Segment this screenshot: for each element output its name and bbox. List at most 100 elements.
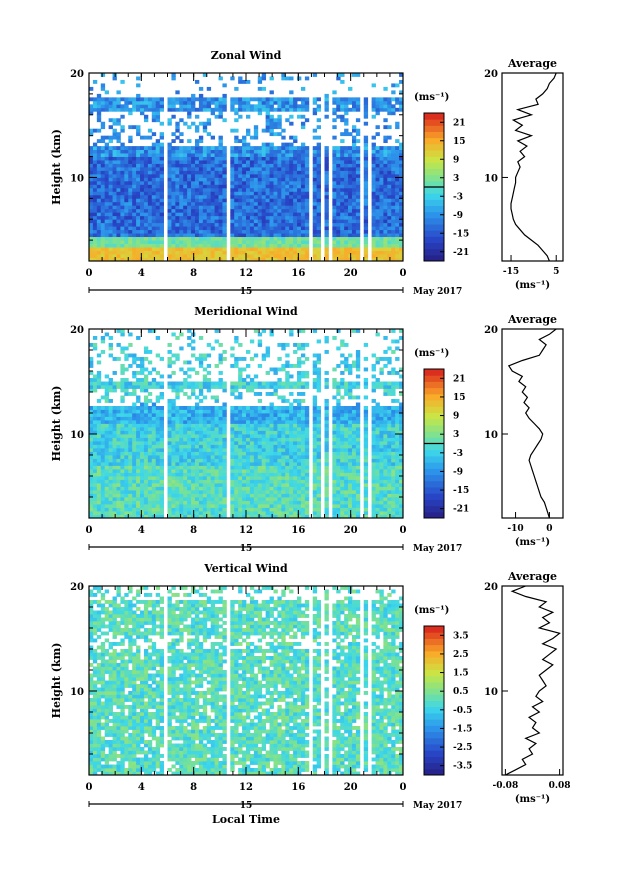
colorbar-segment <box>424 700 444 708</box>
y-tick-label: 20 <box>70 582 84 593</box>
y-axis-label: Height (km) <box>50 129 63 205</box>
profile-y-tick-label: 20 <box>484 325 498 336</box>
x-tick-label: 12 <box>239 525 253 536</box>
colorbar-segment <box>424 381 444 389</box>
heatmap-field <box>89 73 404 262</box>
colorbar-segment <box>424 505 444 513</box>
colorbar-segment <box>424 254 444 262</box>
colorbar-tick-label: 15 <box>453 393 466 403</box>
x-tick-label: 16 <box>291 268 305 279</box>
colorbar-segment <box>424 437 444 444</box>
y-axis-label: Height (km) <box>50 643 63 719</box>
colorbar-tick-label: -15 <box>453 229 469 239</box>
colorbar-frame <box>423 625 445 776</box>
profile-title: Average <box>507 570 557 583</box>
colorbar-segment <box>424 180 444 188</box>
colorbar-unit: (ms⁻¹) <box>414 605 449 616</box>
colorbar-segment <box>424 406 444 413</box>
colorbar-tick-label: -9 <box>453 211 463 221</box>
profile-y-tick-label: 10 <box>484 430 498 441</box>
colorbar-segment <box>424 174 444 182</box>
colorbar-segment <box>424 511 444 519</box>
profile-y-tick-label: 20 <box>484 69 498 80</box>
colorbar-segment <box>424 468 444 476</box>
colorbar-segment <box>424 712 444 720</box>
colorbar-segment <box>424 644 444 652</box>
colorbar-segment <box>424 462 444 469</box>
colorbar-segment <box>424 743 444 751</box>
colorbar-segment <box>424 669 444 677</box>
colorbar-unit: (ms⁻¹) <box>414 348 449 359</box>
profile-frame <box>501 585 564 776</box>
colorbar-segment <box>424 217 444 225</box>
colorbar-segment <box>424 486 444 494</box>
date-label: May 2017 <box>413 544 462 554</box>
colorbar-segment <box>424 756 444 764</box>
colorbar-segment <box>424 626 444 633</box>
wind-panel-0: Zonal Wind Height (km) 20 10 0 4 8 12 16 20 0 15 May… <box>50 49 564 297</box>
colorbar-segment <box>424 657 444 664</box>
colorbar-segment <box>424 455 444 463</box>
profile-title: Average <box>507 313 557 326</box>
y-tick-label: 10 <box>70 687 84 698</box>
profile-x-label: (ms⁻¹) <box>515 794 550 805</box>
x-tick-label: 20 <box>344 268 358 279</box>
profile-title: Average <box>507 57 557 70</box>
colorbar-tick-label: 3 <box>453 174 459 184</box>
colorbar-segment <box>424 499 444 507</box>
y-tick-label: 20 <box>70 69 84 80</box>
colorbar-segment <box>424 681 444 689</box>
x-tick-label: 16 <box>291 525 305 536</box>
profile-x-label: (ms⁻¹) <box>515 537 550 548</box>
panel-title: Meridional Wind <box>194 305 298 318</box>
x-tick-label: 20 <box>344 782 358 793</box>
colorbar-segment <box>424 119 444 126</box>
x-tick-label: 20 <box>344 525 358 536</box>
colorbar-segment <box>424 168 444 176</box>
profile-x-tick-label: -15 <box>503 267 519 277</box>
colorbar-tick-label: -9 <box>453 467 463 477</box>
colorbar-tick-label: -3.5 <box>453 762 472 772</box>
profile-y-tick-label: 10 <box>484 687 498 698</box>
profile-y-tick-label: 20 <box>484 582 498 593</box>
colorbar-segment <box>424 205 444 213</box>
colorbar-segment <box>424 719 444 726</box>
y-axis-label: Height (km) <box>50 386 63 462</box>
colorbar-unit: (ms⁻¹) <box>414 92 449 103</box>
profile-x-tick-label: 5 <box>553 267 559 277</box>
colorbar-segment <box>424 230 444 237</box>
colorbar-segment <box>424 400 444 407</box>
colorbar-segment <box>424 393 444 401</box>
colorbar-segment <box>424 663 444 670</box>
colorbar-segment <box>424 650 444 658</box>
colorbar-segment <box>424 638 444 646</box>
colorbar-segment <box>424 375 444 382</box>
profile-x-tick-label: 0.08 <box>549 781 571 791</box>
colorbar-segment <box>424 242 444 250</box>
y-tick-label: 10 <box>70 173 84 184</box>
colorbar-segment <box>424 768 444 776</box>
colorbar-segment <box>424 424 444 432</box>
colorbar-tick-label: 0.5 <box>453 687 469 697</box>
day-label: 15 <box>240 801 253 811</box>
colorbar-segment <box>424 248 444 256</box>
wind-panel-2: Vertical Wind Height (km) 20 10 0 4 8 12 16 20 0 15… <box>50 562 571 811</box>
profile-line <box>505 585 561 776</box>
colorbar-segment <box>424 688 444 695</box>
x-tick-label: 0 <box>400 782 407 793</box>
x-tick-label: 0 <box>86 268 93 279</box>
profile-x-tick-label: 0 <box>546 524 552 534</box>
colorbar-segment <box>424 431 444 438</box>
colorbar-segment <box>424 443 444 451</box>
date-label: May 2017 <box>413 287 462 297</box>
colorbar-segment <box>424 150 444 157</box>
colorbar-tick-label: 9 <box>453 155 459 165</box>
colorbar-segment <box>424 480 444 488</box>
colorbar-segment <box>424 412 444 420</box>
colorbar-segment <box>424 211 444 219</box>
x-tick-label: 8 <box>190 268 197 279</box>
colorbar-segment <box>424 493 444 500</box>
colorbar-segment <box>424 131 444 139</box>
colorbar-segment <box>424 449 444 457</box>
x-tick-label: 0 <box>86 782 93 793</box>
